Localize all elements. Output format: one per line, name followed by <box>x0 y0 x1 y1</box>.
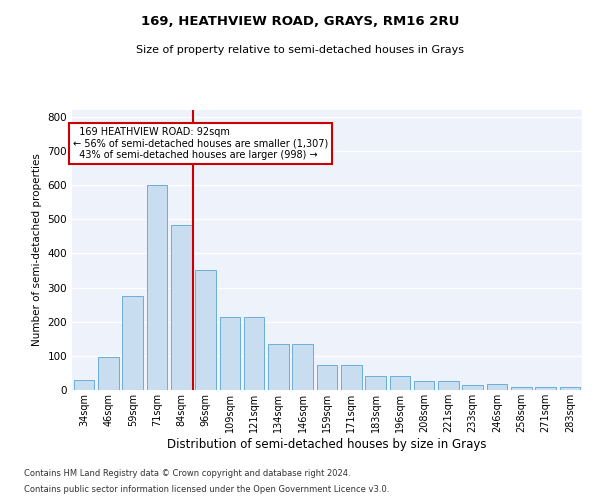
Bar <box>414 382 434 390</box>
Bar <box>511 386 532 390</box>
Text: Contains HM Land Registry data © Crown copyright and database right 2024.: Contains HM Land Registry data © Crown c… <box>24 468 350 477</box>
Bar <box>341 366 362 390</box>
Text: 169, HEATHVIEW ROAD, GRAYS, RM16 2RU: 169, HEATHVIEW ROAD, GRAYS, RM16 2RU <box>141 15 459 28</box>
Bar <box>146 185 167 390</box>
Bar <box>171 226 191 390</box>
Bar <box>268 344 289 390</box>
Bar <box>244 316 265 390</box>
Bar <box>220 316 240 390</box>
Bar <box>389 376 410 390</box>
Bar <box>365 376 386 390</box>
Bar <box>535 388 556 390</box>
Bar <box>560 388 580 390</box>
Text: Contains public sector information licensed under the Open Government Licence v3: Contains public sector information licen… <box>24 485 389 494</box>
Bar <box>98 357 119 390</box>
Bar <box>317 366 337 390</box>
X-axis label: Distribution of semi-detached houses by size in Grays: Distribution of semi-detached houses by … <box>167 438 487 450</box>
Bar <box>463 385 483 390</box>
Bar <box>292 344 313 390</box>
Bar <box>74 380 94 390</box>
Bar <box>487 384 508 390</box>
Bar <box>195 270 216 390</box>
Text: 169 HEATHVIEW ROAD: 92sqm
← 56% of semi-detached houses are smaller (1,307)
  43: 169 HEATHVIEW ROAD: 92sqm ← 56% of semi-… <box>73 127 328 160</box>
Y-axis label: Number of semi-detached properties: Number of semi-detached properties <box>32 154 42 346</box>
Text: Size of property relative to semi-detached houses in Grays: Size of property relative to semi-detach… <box>136 45 464 55</box>
Bar <box>438 382 459 390</box>
Bar <box>122 296 143 390</box>
